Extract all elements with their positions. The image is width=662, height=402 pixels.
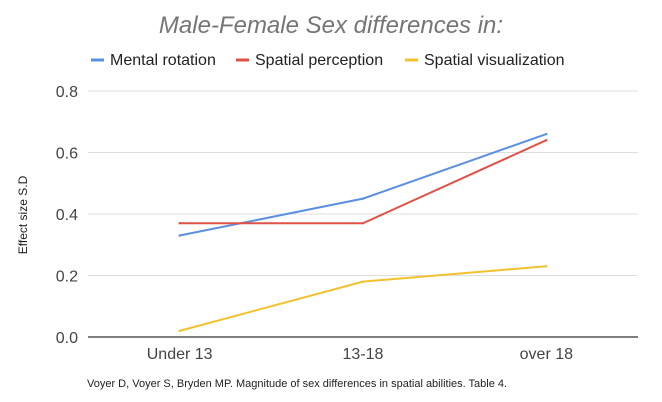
series-mental-rotation	[178, 132, 548, 237]
y-tick-label: 0.0	[56, 330, 78, 347]
x-axis-ticks: Under 13 13-18 over 18	[147, 346, 573, 363]
data-point-spatial-perception-over-18	[545, 139, 548, 142]
chart-title: Male-Female Sex differences in:	[159, 12, 503, 39]
data-point-mental-rotation-13-18	[361, 197, 365, 200]
x-tick-label: 13-18	[343, 346, 384, 363]
legend: Mental rotation Spatial perception Spati…	[91, 52, 565, 69]
x-tick-label: over 18	[520, 346, 573, 363]
data-point-spatial-perception-under-13	[178, 222, 181, 225]
data-point-mental-rotation-under-13	[178, 234, 181, 237]
legend-item-spatial-visualization: Spatial visualization	[405, 52, 565, 69]
source-footnote: Voyer D, Voyer S, Bryden MP. Magnitude o…	[87, 378, 507, 390]
y-axis-ticks: 0.0 0.2 0.4 0.6 0.8	[56, 84, 78, 347]
data-point-spatial-perception-13-18	[361, 222, 365, 225]
y-tick-label: 0.8	[56, 84, 78, 101]
data-point-mental-rotation-over-18	[545, 132, 548, 136]
data-point-spatial-visualization-over-18	[545, 265, 548, 268]
y-axis-title: Effect size S.D	[16, 175, 30, 254]
y-tick-label: 0.6	[56, 146, 78, 163]
series-lines	[178, 132, 548, 333]
legend-item-spatial-perception: Spatial perception	[236, 52, 383, 69]
data-point-spatial-visualization-under-13	[178, 329, 181, 333]
legend-label-spatial-visualization: Spatial visualization	[424, 52, 565, 69]
legend-item-mental-rotation: Mental rotation	[91, 52, 216, 69]
series-spatial-perception	[178, 139, 548, 225]
legend-label-mental-rotation: Mental rotation	[110, 52, 216, 69]
series-spatial-visualization	[178, 265, 548, 333]
series-line-mental-rotation	[179, 133, 547, 237]
data-point-spatial-visualization-13-18	[361, 280, 365, 283]
legend-label-spatial-perception: Spatial perception	[255, 52, 383, 69]
gridlines	[88, 90, 638, 338]
y-tick-label: 0.2	[56, 269, 78, 286]
x-tick-label: Under 13	[147, 346, 213, 363]
y-tick-label: 0.4	[56, 207, 78, 224]
